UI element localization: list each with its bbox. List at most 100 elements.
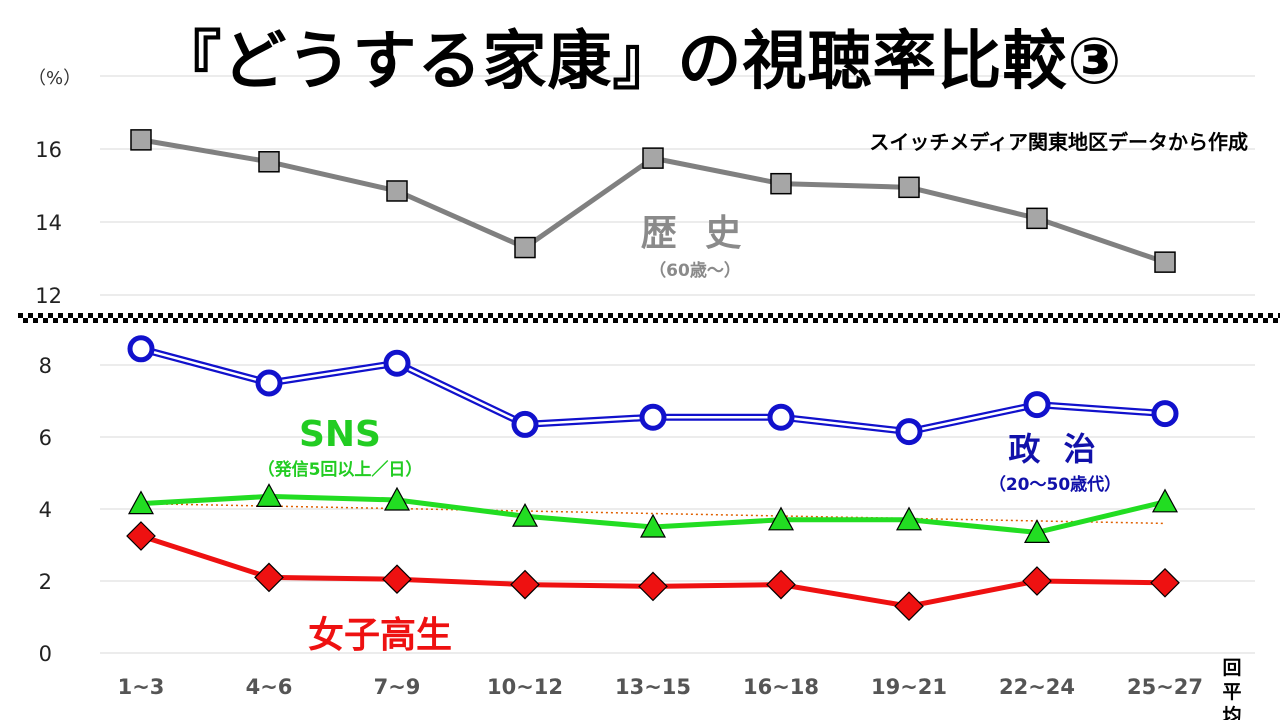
axis-break-cell: [458, 313, 463, 318]
axis-break-cell: [388, 313, 393, 318]
axis-break-cell: [898, 313, 903, 318]
point-jk-16~18: [766, 569, 796, 600]
axis-break-cell: [718, 313, 723, 318]
axis-break-cell: [858, 313, 863, 318]
axis-break-cell: [193, 318, 198, 323]
x-tick-4~6: 4~6: [246, 675, 293, 699]
axis-break-cell: [733, 318, 738, 323]
series-sub-politics: （20～50歳代）: [988, 475, 1122, 495]
axis-break-cell: [58, 313, 63, 318]
axis-break-cell: [848, 313, 853, 318]
point-jk-4~6: [254, 562, 284, 593]
axis-break-cell: [258, 313, 263, 318]
axis-break-cell: [273, 318, 278, 323]
axis-break-cell: [1133, 318, 1138, 323]
axis-break-cell: [1278, 313, 1280, 318]
axis-break-cell: [473, 318, 478, 323]
axis-break-cell: [673, 318, 678, 323]
y-tick-upper-14: 14: [35, 211, 62, 235]
axis-break-cell: [498, 313, 503, 318]
axis-break-cell: [488, 313, 493, 318]
axis-break-cell: [338, 313, 343, 318]
axis-break-cell: [143, 318, 148, 323]
axis-break-cell: [568, 313, 573, 318]
axis-break-cell: [598, 313, 603, 318]
series-label-jk: 女子高生: [280, 606, 480, 658]
axis-break-cell: [223, 318, 228, 323]
axis-break-cell: [878, 313, 883, 318]
point-politics-13~15: [639, 403, 667, 431]
axis-break-cell: [908, 313, 913, 318]
axis-break-cell: [523, 318, 528, 323]
axis-break-cell: [923, 318, 928, 323]
axis-break-cell: [613, 318, 618, 323]
axis-break-cell: [803, 318, 808, 323]
axis-break-cell: [98, 313, 103, 318]
axis-break-cell: [418, 313, 423, 318]
series-name-politics: 政 治: [1008, 430, 1102, 468]
axis-break-cell: [428, 313, 433, 318]
axis-break-cell: [268, 313, 273, 318]
point-sns-22~24: [1023, 519, 1051, 544]
series-label-politics: 政 治 （20～50歳代）: [955, 424, 1155, 495]
axis-break-cell: [1193, 318, 1198, 323]
axis-break-cell: [103, 318, 108, 323]
axis-break-cell: [423, 318, 428, 323]
y-tick-lower-8: 8: [39, 354, 52, 378]
axis-break-cell: [1123, 318, 1128, 323]
axis-break-cell: [603, 318, 608, 323]
axis-break-cell: [1003, 318, 1008, 323]
axis-break-cell: [608, 313, 613, 318]
axis-break-cell: [1033, 318, 1038, 323]
series-name-sns: SNS: [299, 414, 381, 455]
axis-break-cell: [748, 313, 753, 318]
axis-break-cell: [688, 313, 693, 318]
axis-break-cell: [843, 318, 848, 323]
axis-break-cell: [1273, 318, 1278, 323]
series-label-sns: SNS （発信5回以上／日）: [225, 414, 455, 480]
axis-break-cell: [783, 318, 788, 323]
point-sns-10~12: [511, 502, 539, 527]
axis-break-cell: [1188, 313, 1193, 318]
axis-break-cell: [558, 313, 563, 318]
axis-break-cell: [1048, 313, 1053, 318]
axis-break-cell: [1233, 318, 1238, 323]
axis-break-cell: [928, 313, 933, 318]
axis-break-cell: [328, 313, 333, 318]
axis-break-cell: [823, 318, 828, 323]
axis-break-cell: [1093, 318, 1098, 323]
axis-break-cell: [318, 313, 323, 318]
axis-break-cell: [833, 318, 838, 323]
axis-break-cell: [493, 318, 498, 323]
axis-break-cell: [33, 318, 38, 323]
x-tick-22~24: 22~24: [999, 675, 1075, 699]
axis-break-cell: [743, 318, 748, 323]
axis-break-cell: [958, 313, 963, 318]
axis-break-cell: [763, 318, 768, 323]
series-sub-sns: （発信5回以上／日）: [257, 460, 423, 480]
axis-break-cell: [1208, 313, 1213, 318]
axis-break-cell: [28, 313, 33, 318]
axis-break-cell: [213, 318, 218, 323]
axis-break-cell: [248, 313, 253, 318]
axis-break-cell: [638, 313, 643, 318]
series-label-history: 歴 史 （60歳～）: [600, 204, 790, 281]
point-politics-7~9: [383, 349, 411, 377]
axis-break-cell: [18, 313, 23, 318]
axis-break-cell: [1053, 318, 1058, 323]
axis-break-cell: [303, 318, 308, 323]
axis-break-cell: [448, 313, 453, 318]
axis-break-cell: [1263, 318, 1268, 323]
axis-break-cell: [1083, 318, 1088, 323]
point-politics-10~12: [511, 410, 539, 438]
axis-break-cell: [868, 313, 873, 318]
axis-break-cell: [1043, 318, 1048, 323]
axis-break-cell: [768, 313, 773, 318]
axis-break-cell: [1203, 318, 1208, 323]
axis-break-cell: [648, 313, 653, 318]
axis-break-cell: [308, 313, 313, 318]
axis-break-cell: [853, 318, 858, 323]
point-history-19~21: [898, 176, 920, 199]
x-tick-19~21: 19~21: [871, 675, 947, 699]
